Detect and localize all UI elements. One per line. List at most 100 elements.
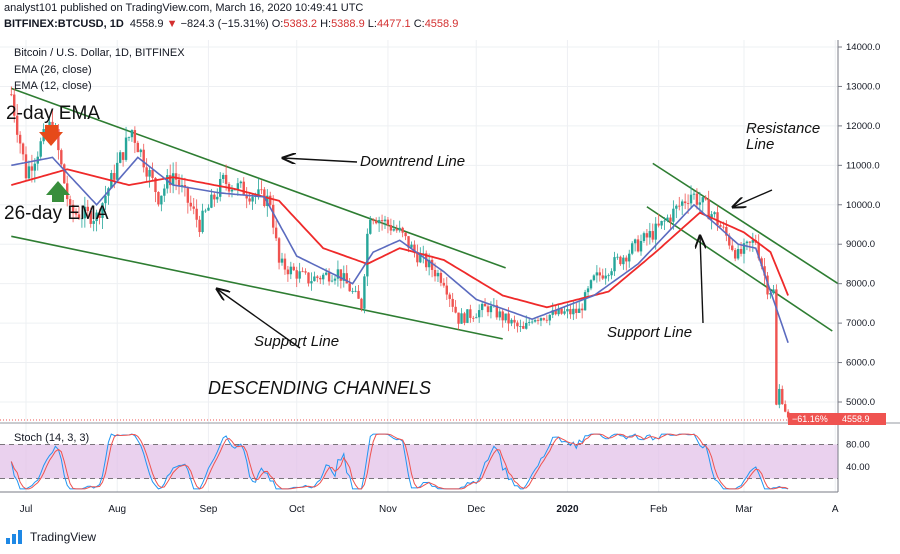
- candle-body: [83, 206, 87, 219]
- candle-body: [89, 211, 92, 224]
- candle-body: [366, 233, 369, 277]
- candle-body: [610, 271, 613, 276]
- candle-body: [292, 266, 295, 271]
- candle-body: [60, 150, 63, 165]
- candle-body: [236, 183, 240, 190]
- candle-body: [745, 241, 749, 244]
- candle-body: [301, 271, 304, 273]
- tradingview-logo[interactable]: TradingView: [6, 530, 96, 544]
- x-tick-label: Dec: [467, 504, 485, 515]
- candle-body: [174, 173, 178, 180]
- candle-body: [389, 225, 393, 231]
- candle-body: [274, 227, 278, 239]
- candle-body: [442, 282, 446, 286]
- candle-body: [778, 388, 781, 405]
- candle-body: [666, 217, 669, 221]
- candle-body: [180, 185, 184, 187]
- candle-body: [728, 235, 731, 246]
- x-tick-label: Nov: [379, 504, 397, 515]
- candle-body: [277, 238, 281, 263]
- grid: [0, 40, 838, 492]
- symbol-line: BITFINEX:BTCUSD, 1D 4558.9 ▼ −824.3 (−15…: [4, 18, 458, 30]
- candle-body: [495, 305, 499, 318]
- candle-body: [242, 181, 245, 196]
- candle-body: [613, 257, 616, 272]
- candle-body: [142, 149, 145, 168]
- candle-body: [469, 309, 472, 318]
- candle-body: [748, 241, 752, 243]
- down-arrow-icon: ▼: [166, 18, 178, 30]
- candle-body: [436, 272, 440, 277]
- candle-body: [763, 266, 766, 276]
- annotation-ema26: 26-day EMA: [4, 203, 109, 224]
- candle-body: [648, 231, 652, 238]
- candle-body: [139, 149, 142, 153]
- candle-body: [386, 219, 390, 226]
- candle-body: [304, 271, 307, 273]
- candle-body: [13, 94, 16, 116]
- legend-title[interactable]: Bitcoin / U.S. Dollar, 1D, BITFINEX: [14, 47, 185, 59]
- candle-body: [383, 219, 387, 222]
- candle-body: [154, 177, 157, 193]
- candle-body: [24, 154, 28, 179]
- candle-body: [769, 293, 772, 295]
- candle-body: [451, 298, 454, 307]
- candle-body: [313, 276, 316, 282]
- candle-body: [216, 196, 219, 200]
- legend-ema26[interactable]: EMA (26, close): [14, 64, 92, 76]
- candle-body: [151, 169, 154, 178]
- candle-body: [327, 272, 331, 282]
- candle-body: [27, 166, 31, 179]
- candle-body: [645, 233, 649, 238]
- candle-body: [592, 275, 596, 281]
- candle-body: [463, 313, 466, 323]
- candle-body: [401, 227, 404, 233]
- candle-body: [63, 164, 66, 184]
- candle-body: [298, 271, 301, 279]
- candle-body: [68, 199, 72, 205]
- trend-lines: [11, 87, 839, 340]
- candle-body: [580, 308, 584, 311]
- candle-body: [398, 227, 401, 231]
- candle-body: [513, 319, 516, 323]
- candle-body: [628, 253, 631, 262]
- candle-body: [483, 303, 487, 307]
- candle-body: [224, 174, 228, 184]
- candle-body: [633, 239, 637, 244]
- candle-body: [377, 220, 381, 224]
- y-tick-label: 11000.0: [846, 160, 880, 171]
- annotation-arrow: [700, 236, 703, 324]
- ema-lines: [11, 156, 789, 344]
- candles: [10, 86, 790, 422]
- candle-body: [742, 243, 746, 254]
- candle-body: [536, 320, 540, 321]
- ema-cross-up-icon: [46, 181, 70, 202]
- y-tick-label: 12000.0: [846, 121, 880, 132]
- candle-body: [722, 226, 725, 228]
- annotation-ema12: 2-day EMA: [6, 103, 100, 124]
- candle-body: [210, 194, 213, 208]
- candle-body: [630, 243, 634, 254]
- candle-body: [542, 318, 546, 320]
- candle-body: [10, 94, 13, 96]
- candle-body: [477, 310, 481, 318]
- candle-body: [186, 187, 190, 203]
- candle-body: [486, 306, 490, 313]
- candle-body: [533, 320, 537, 322]
- x-tick-label: Sep: [200, 504, 218, 515]
- x-tick-label: A: [832, 504, 839, 515]
- annotation-channels: DESCENDING CHANNELS: [208, 378, 431, 398]
- stoch-title[interactable]: Stoch (14, 3, 3): [14, 432, 90, 444]
- high-label: H:: [320, 18, 332, 30]
- candle-body: [739, 248, 743, 254]
- candle-body: [354, 290, 357, 292]
- candle-body: [201, 210, 204, 233]
- candle-body: [101, 203, 104, 218]
- candle-body: [439, 272, 443, 283]
- candle-body: [86, 206, 89, 212]
- candle-body: [351, 290, 354, 292]
- candle-body: [678, 205, 681, 207]
- candle-body: [578, 308, 581, 313]
- legend-ema12[interactable]: EMA (12, close): [14, 80, 92, 92]
- candle-body: [527, 322, 531, 323]
